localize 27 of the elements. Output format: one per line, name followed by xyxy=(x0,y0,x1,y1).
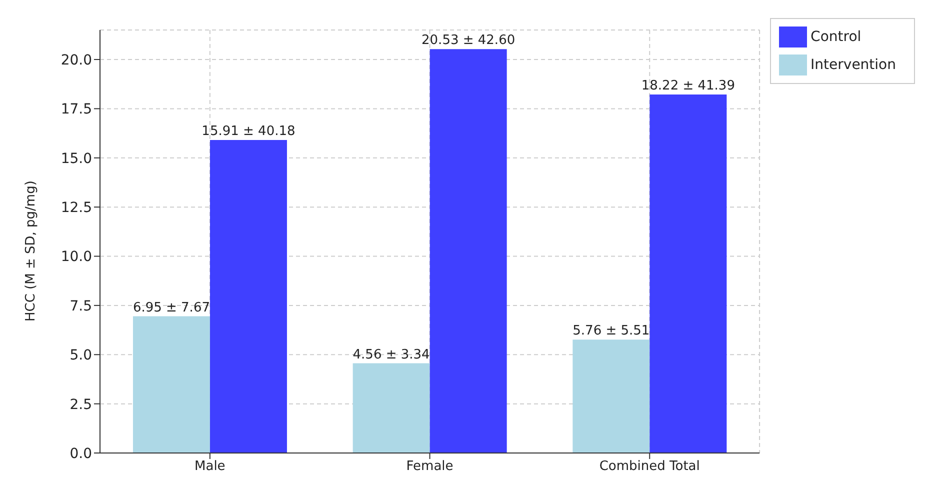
bar xyxy=(572,340,650,453)
y-axis-title: HCC (M ± SD, pg/mg) xyxy=(24,180,39,322)
data-label: 18.22 ± 41.39 xyxy=(641,78,735,94)
x-tick-label: Combined Total xyxy=(599,459,700,474)
y-tick-label: 10.0 xyxy=(60,249,92,266)
data-label: 4.56 ± 3.34 xyxy=(352,347,430,362)
data-label: 6.95 ± 7.67 xyxy=(132,300,210,316)
y-tick-label: 12.5 xyxy=(60,200,92,216)
y-tick-label: 2.5 xyxy=(70,396,92,413)
data-label: 15.91 ± 40.18 xyxy=(202,124,296,139)
y-tick-label: 7.5 xyxy=(70,298,92,314)
data-label: 5.76 ± 5.51 xyxy=(572,324,650,339)
x-tick-label: Male xyxy=(194,459,226,474)
y-tick-label: 17.5 xyxy=(60,102,92,118)
y-tick-label: 0.0 xyxy=(70,446,92,462)
legend-label: Intervention xyxy=(810,56,896,73)
bar xyxy=(352,363,430,453)
legend-label: Control xyxy=(810,28,862,45)
bar xyxy=(650,94,727,453)
y-tick-label: 5.0 xyxy=(70,348,92,364)
y-tick-label: 20.0 xyxy=(60,52,92,68)
bar xyxy=(430,49,507,453)
y-tick-label: 15.0 xyxy=(60,150,92,167)
x-tick-label: Female xyxy=(406,459,454,474)
data-label: 20.53 ± 42.60 xyxy=(422,33,516,48)
bar xyxy=(210,140,287,453)
bar xyxy=(132,316,210,453)
